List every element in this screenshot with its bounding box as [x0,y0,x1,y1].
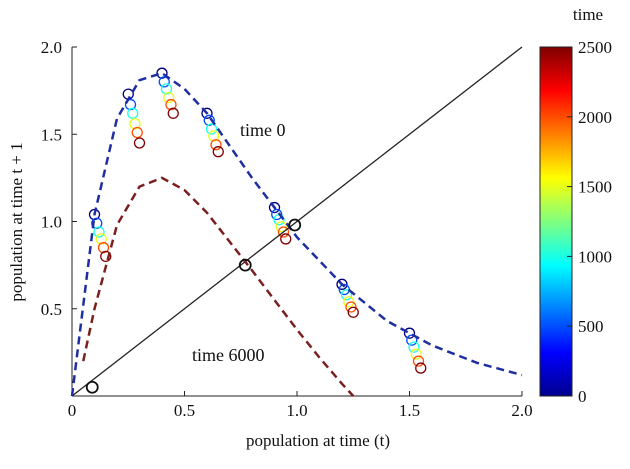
data-point [208,130,220,142]
data-point [201,107,213,119]
data-point [277,226,290,238]
y-tick-label: 0.5 [41,300,62,319]
colorbar-tick-label: 2000 [578,108,612,127]
x-axis-label: population at time (t) [246,431,390,450]
data-point [280,233,292,245]
y-tick-label: 1.5 [41,125,62,144]
data-point [131,126,143,139]
y-tick-label: 1.0 [41,213,62,232]
data-point [95,233,107,245]
y-axis-label: population at time t + 1 [7,142,26,301]
data-point [340,289,353,301]
data-point [203,114,215,126]
fixed-point [238,258,252,272]
data-point [271,208,283,221]
data-point [408,341,420,353]
colorbar-tick-label: 2500 [578,38,612,57]
colorbar-tick-label: 1000 [578,247,612,266]
data-point [210,139,222,151]
data-point [156,67,168,79]
annotation: time 6000 [192,345,265,365]
colorbar-tick-label: 1500 [578,178,612,197]
data-point [412,355,425,367]
colorbar-tick-label: 500 [578,317,604,336]
data-point [163,91,175,104]
data-point [275,221,287,233]
data-point [158,76,170,88]
colorbar-title: time [573,5,603,24]
colorbar-frame [539,46,573,397]
data-point [127,107,139,119]
data-point [167,107,179,119]
data-point [91,217,103,229]
data-point [129,118,141,130]
data-point [345,301,357,313]
x-tick-label: 1.5 [399,401,420,420]
identity-line [71,46,523,397]
fixed-point [85,380,99,394]
data-point [347,306,359,318]
y-tick-label: 2.0 [41,38,62,57]
curve [82,176,355,397]
annotation: time 0 [240,120,286,140]
colorbar [540,47,572,396]
data-point [343,296,355,308]
data-point [165,98,177,111]
data-point [336,278,348,290]
data-point [100,250,112,263]
data-point [93,226,105,238]
colorbar-tick-label: 0 [578,387,587,406]
data-point [205,123,218,135]
x-tick-label: 0.5 [174,401,195,420]
data-point [133,137,146,149]
fixed-point [288,218,302,232]
x-tick-label: 2.0 [511,401,532,420]
data-point [160,83,173,95]
data-point [97,242,110,254]
x-tick-label: 1.0 [286,401,307,420]
data-point [212,146,224,158]
curve [70,71,523,397]
data-point [124,98,137,111]
data-point [410,348,422,360]
data-point [415,362,427,374]
x-tick-label: 0 [68,401,77,420]
data-point [403,327,416,339]
data-point [268,201,281,214]
